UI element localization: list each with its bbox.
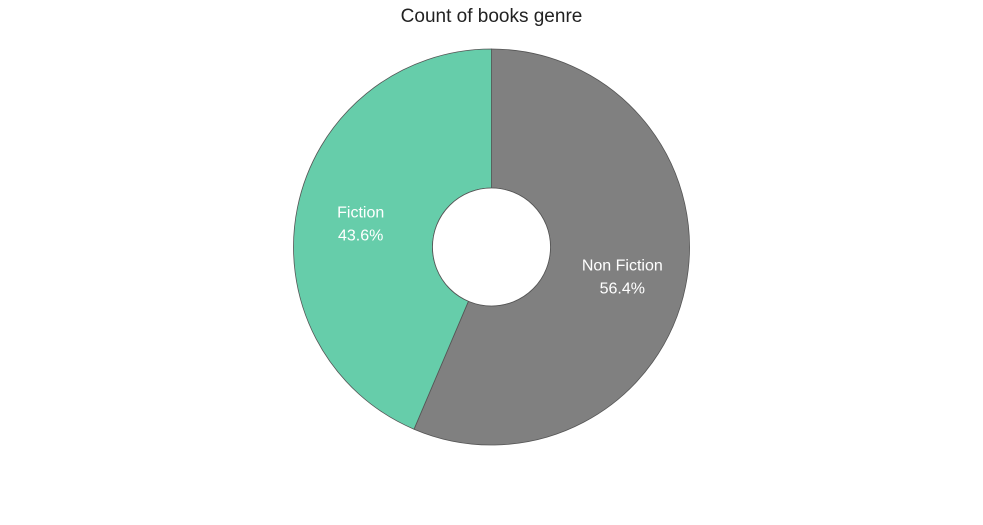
slice-percent-non-fiction: 56.4% [600,281,645,298]
slice-label-non-fiction: Non Fiction [582,258,663,275]
slice-label-fiction: Fiction [337,204,384,221]
donut-hole [432,187,551,307]
slice-percent-fiction: 43.6% [338,227,383,244]
chart-title: Count of books genre [400,6,583,27]
